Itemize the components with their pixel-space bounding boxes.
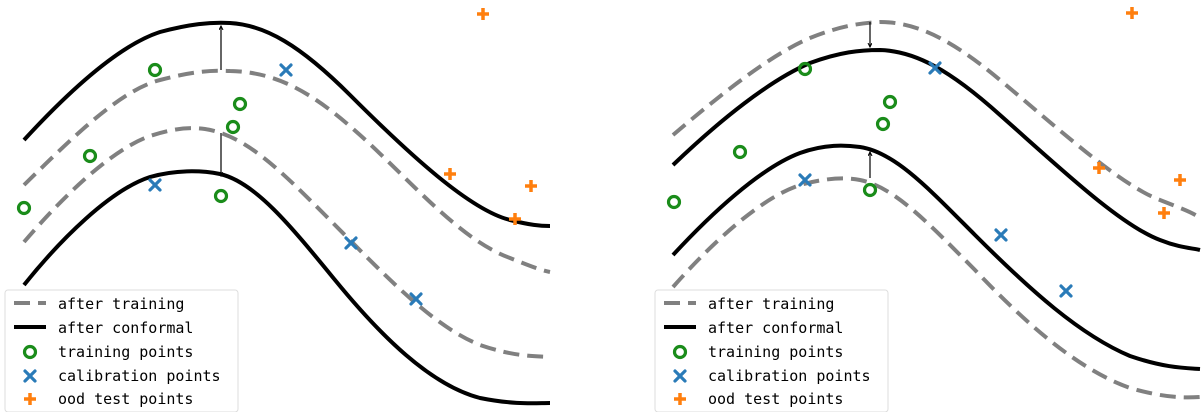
- calibration-point: [148, 178, 162, 192]
- training-point: [16, 200, 32, 216]
- legend-label-calibration: calibration points: [58, 367, 221, 385]
- after-training-upper-curve: [671, 19, 1201, 220]
- legend-label-ood: ood test points: [708, 390, 843, 408]
- ood-point: [525, 180, 537, 192]
- training-point: [875, 116, 891, 132]
- ood-point: [1174, 174, 1186, 186]
- calibration-points-left: [148, 63, 423, 306]
- legend-label-after-conformal: after conformal: [58, 319, 193, 337]
- calibration-point: [928, 61, 942, 75]
- ood-point: [509, 213, 521, 225]
- legend-left: after training after conformal training …: [4, 289, 239, 413]
- after-training-upper-curve: [22, 68, 551, 274]
- legend-label-after-training: after training: [58, 295, 184, 313]
- training-point: [732, 144, 748, 160]
- ood-point: [444, 168, 456, 180]
- training-point: [213, 188, 229, 204]
- after-conformal-upper-curve: [22, 20, 551, 228]
- panel-left: after training after conformal training …: [4, 8, 551, 413]
- training-points-left: [16, 62, 248, 216]
- calibration-point: [279, 63, 293, 77]
- legend-label-training: training points: [708, 343, 843, 361]
- after-training-lower-curve: [671, 176, 1201, 400]
- ood-points-right: [1093, 7, 1186, 219]
- legend-label-training: training points: [58, 343, 193, 361]
- training-point: [882, 94, 898, 110]
- training-point: [82, 148, 98, 164]
- training-point: [147, 62, 163, 78]
- calibration-point: [994, 228, 1008, 242]
- legend-swatch-ood: [24, 393, 36, 405]
- training-points-right: [666, 61, 898, 210]
- legend-swatch-training: [672, 344, 688, 360]
- calibration-point: [409, 292, 423, 306]
- ood-points-left: [444, 8, 537, 225]
- after-conformal-lower-curve: [22, 169, 551, 406]
- training-point: [232, 96, 248, 112]
- panel-right: after training after conformal training …: [654, 7, 1201, 413]
- legend-right: after training after conformal training …: [654, 289, 889, 413]
- training-point: [225, 119, 241, 135]
- training-point: [797, 61, 813, 77]
- calibration-point: [344, 236, 358, 250]
- legend-swatch-training: [22, 344, 38, 360]
- training-point: [862, 182, 878, 198]
- legend-label-ood: ood test points: [58, 390, 193, 408]
- legend-swatch-calibration: [673, 369, 687, 383]
- after-conformal-lower-curve: [671, 143, 1201, 371]
- calibration-point: [1059, 284, 1073, 298]
- ood-point: [1158, 207, 1170, 219]
- training-point: [666, 194, 682, 210]
- ood-point: [477, 8, 489, 20]
- ood-point: [1093, 162, 1105, 174]
- legend-label-after-training: after training: [708, 295, 834, 313]
- legend-swatch-calibration: [23, 369, 37, 383]
- ood-point: [1126, 7, 1138, 19]
- calibration-point: [798, 173, 812, 187]
- after-conformal-upper-curve: [671, 47, 1201, 252]
- legend-label-calibration: calibration points: [708, 367, 871, 385]
- legend-swatch-ood: [674, 393, 686, 405]
- legend-label-after-conformal: after conformal: [708, 319, 843, 337]
- calibration-points-right: [798, 61, 1073, 298]
